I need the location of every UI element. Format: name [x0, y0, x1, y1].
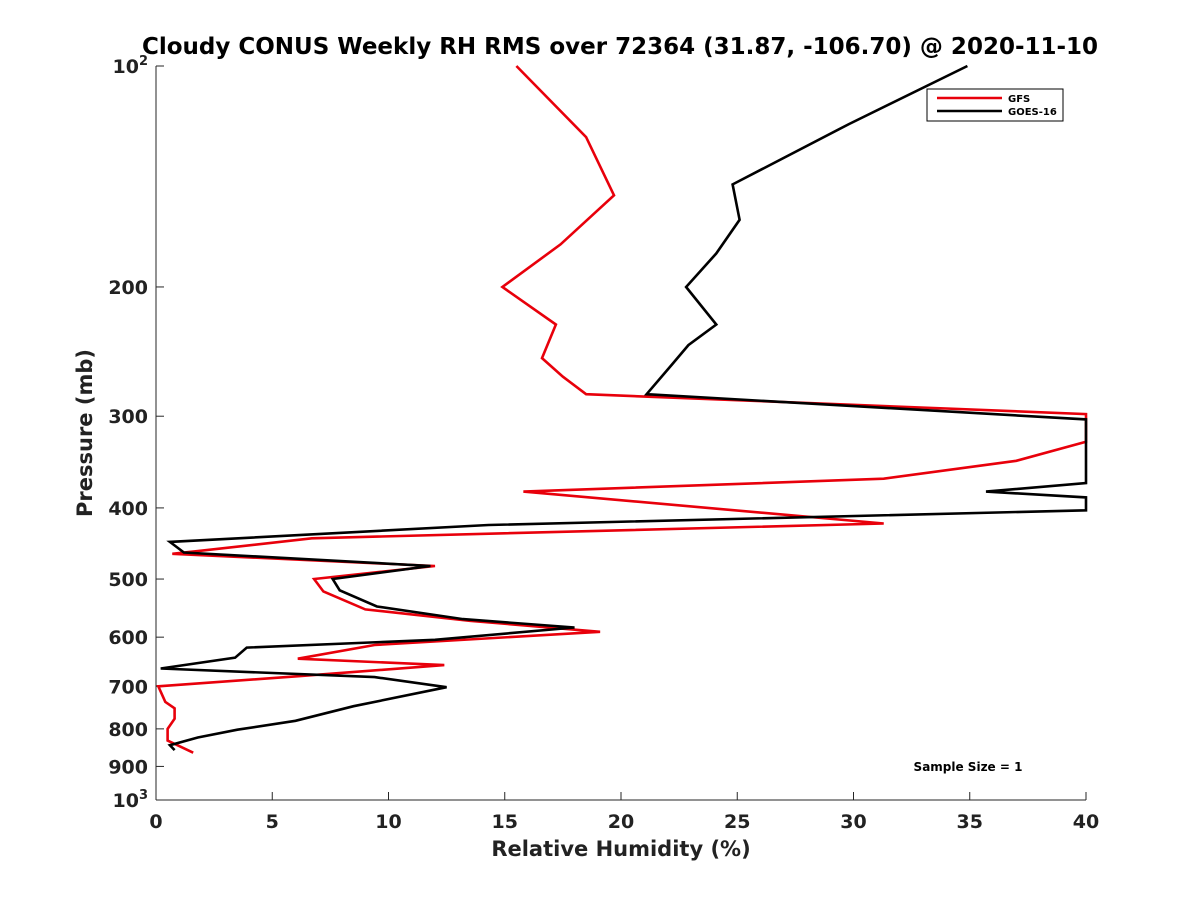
legend-label-goes16: GOES-16 — [1008, 107, 1057, 118]
y-tick-label: 800 — [108, 719, 148, 741]
axes: 0 5 10 15 20 25 30 35 40 102 200 300 400 500 600 700 800… — [108, 54, 1099, 833]
x-axis-label: Relative Humidity (%) — [491, 837, 750, 861]
x-tick-label: 5 — [266, 811, 279, 833]
x-tick-label: 30 — [840, 811, 866, 833]
x-tick-label: 35 — [957, 811, 983, 833]
y-tick-label: 102 — [113, 54, 149, 78]
y-tick-label: 103 — [113, 788, 149, 812]
y-axis-label: Pressure (mb) — [73, 349, 97, 517]
y-tick-label: 300 — [108, 406, 148, 428]
y-tick-label: 200 — [108, 277, 148, 299]
y-tick-label: 700 — [108, 676, 148, 698]
legend: GFS GOES-16 — [926, 88, 1064, 122]
series-line-gfs — [156, 65, 1088, 754]
series-layer — [156, 64, 1088, 754]
y-tick-label: 600 — [108, 627, 148, 649]
x-tick-label: 25 — [724, 811, 750, 833]
y-tick-label: 900 — [108, 756, 148, 778]
x-tick-label: 40 — [1073, 811, 1099, 833]
legend-label-gfs: GFS — [1008, 94, 1030, 105]
x-tick-label: 15 — [492, 811, 518, 833]
chart-title: Cloudy CONUS Weekly RH RMS over 72364 (3… — [142, 34, 1098, 60]
y-tick-label: 500 — [108, 569, 148, 591]
series-line-goes16 — [160, 64, 1088, 751]
sample-size-annotation: Sample Size = 1 — [914, 760, 1023, 774]
y-tick-label: 400 — [108, 498, 148, 520]
x-tick-label: 0 — [149, 811, 162, 833]
legend-box — [926, 88, 1064, 122]
x-tick-label: 20 — [608, 811, 634, 833]
x-tick-label: 10 — [375, 811, 401, 833]
